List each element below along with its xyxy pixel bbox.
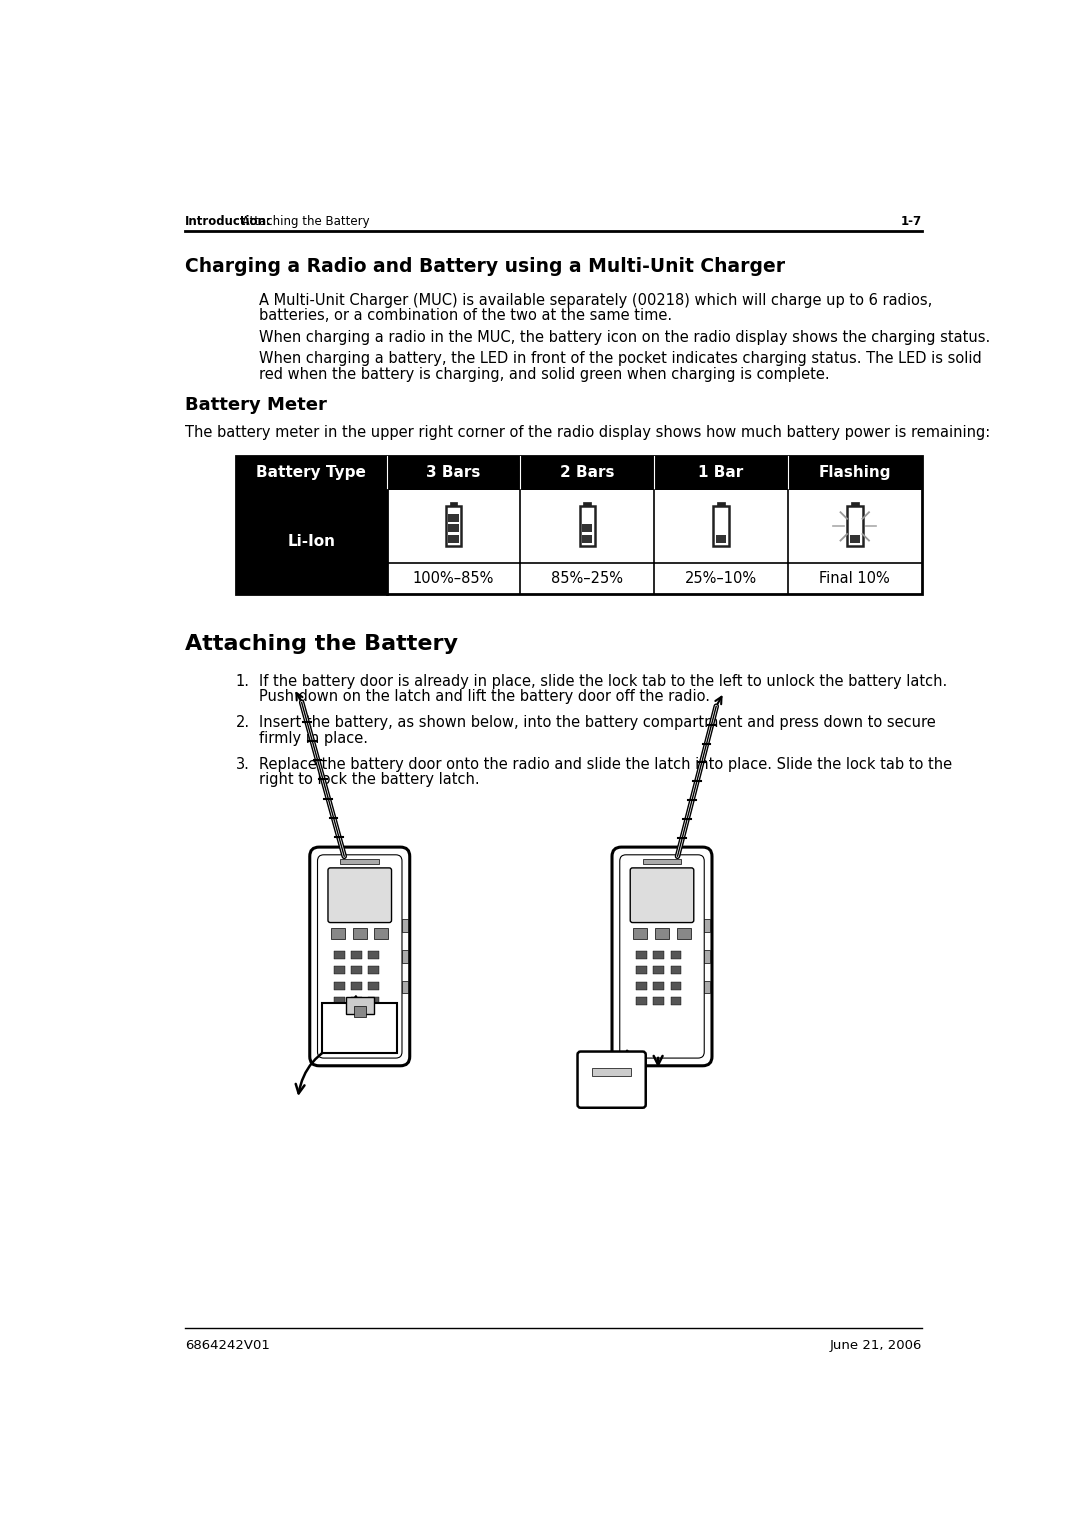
Text: 1.: 1. (235, 674, 249, 689)
Bar (643, 859, 681, 863)
Bar (580, 506, 595, 547)
Text: Insert the battery, as shown below, into the battery compartment and press down : Insert the battery, as shown below, into… (259, 715, 935, 730)
Bar (322, 1002, 397, 1053)
Bar (368, 998, 379, 1005)
FancyBboxPatch shape (612, 847, 712, 1067)
Bar (704, 981, 711, 993)
Text: When charging a battery, the LED in front of the pocket indicates charging statu: When charging a battery, the LED in fron… (259, 351, 982, 367)
Bar (353, 1007, 366, 1018)
Text: Attaching the Battery: Attaching the Battery (186, 634, 458, 654)
Bar (716, 535, 726, 542)
Bar (448, 524, 459, 532)
Bar (368, 966, 379, 975)
FancyBboxPatch shape (310, 847, 409, 1067)
Text: 85%–25%: 85%–25% (551, 571, 623, 585)
Text: 3.: 3. (235, 756, 249, 772)
Text: 100%–85%: 100%–85% (413, 571, 495, 585)
Bar (656, 927, 669, 938)
Text: Battery Type: Battery Type (256, 466, 366, 480)
Bar (448, 535, 459, 542)
Bar (677, 927, 691, 938)
Bar (713, 506, 729, 547)
FancyBboxPatch shape (578, 1051, 646, 1108)
Bar (653, 966, 664, 975)
Bar (346, 998, 374, 1015)
Text: Final 10%: Final 10% (820, 571, 890, 585)
Bar (582, 524, 592, 532)
Bar (704, 950, 711, 963)
Bar (368, 983, 379, 990)
Text: If the battery door is already in place, slide the lock tab to the left to unloc: If the battery door is already in place,… (259, 674, 947, 689)
Text: Charging a Radio and Battery using a Multi-Unit Charger: Charging a Radio and Battery using a Mul… (186, 257, 785, 277)
Bar (402, 950, 408, 963)
Bar (583, 501, 591, 506)
Bar (847, 506, 863, 547)
Text: red when the battery is charging, and solid green when charging is complete.: red when the battery is charging, and so… (259, 367, 829, 382)
Text: Replace the battery door onto the radio and slide the latch into place. Slide th: Replace the battery door onto the radio … (259, 756, 953, 772)
Text: right to lock the battery latch.: right to lock the battery latch. (259, 773, 480, 787)
Bar (636, 950, 647, 958)
Bar (671, 983, 681, 990)
Bar (332, 927, 345, 938)
Bar (402, 981, 408, 993)
Bar (850, 535, 860, 542)
Text: 2 Bars: 2 Bars (561, 466, 615, 480)
Bar (633, 927, 647, 938)
Bar (351, 983, 362, 990)
Bar (235, 455, 921, 490)
FancyBboxPatch shape (328, 868, 392, 923)
Bar (334, 998, 345, 1005)
Text: A Multi-Unit Charger (MUC) is available separately (00218) which will charge up : A Multi-Unit Charger (MUC) is available … (259, 293, 932, 307)
Bar (636, 983, 647, 990)
Bar (582, 535, 592, 542)
Text: Push down on the latch and lift the battery door off the radio.: Push down on the latch and lift the batt… (259, 689, 710, 704)
Bar (353, 927, 367, 938)
Bar (704, 920, 711, 932)
Text: 1 Bar: 1 Bar (699, 466, 744, 480)
Text: The battery meter in the upper right corner of the radio display shows how much : The battery meter in the upper right cor… (186, 425, 990, 440)
Bar (446, 506, 461, 547)
Text: Li-Ion: Li-Ion (287, 535, 335, 549)
Bar (235, 490, 387, 594)
Bar (449, 501, 458, 506)
Text: 2.: 2. (235, 715, 249, 730)
Bar (653, 950, 664, 958)
Bar (334, 983, 345, 990)
Text: batteries, or a combination of the two at the same time.: batteries, or a combination of the two a… (259, 309, 672, 322)
Text: 6864242V01: 6864242V01 (186, 1339, 270, 1352)
Text: Introduction:: Introduction: (186, 215, 272, 228)
Bar (334, 966, 345, 975)
Bar (351, 950, 362, 958)
Bar (636, 966, 647, 975)
Bar (334, 950, 345, 958)
Text: June 21, 2006: June 21, 2006 (829, 1339, 921, 1352)
Bar (653, 998, 664, 1005)
Text: firmly in place.: firmly in place. (259, 730, 368, 746)
Bar (235, 455, 921, 594)
Bar (717, 501, 725, 506)
Bar (671, 998, 681, 1005)
Text: Battery Meter: Battery Meter (186, 396, 327, 414)
Text: Attaching the Battery: Attaching the Battery (238, 215, 369, 228)
Text: 3 Bars: 3 Bars (427, 466, 481, 480)
Text: When charging a radio in the MUC, the battery icon on the radio display shows th: When charging a radio in the MUC, the ba… (259, 330, 990, 345)
Bar (340, 859, 379, 863)
Bar (351, 966, 362, 975)
Bar (636, 998, 647, 1005)
Text: 1-7: 1-7 (901, 215, 921, 228)
Bar (448, 513, 459, 521)
Bar (351, 998, 362, 1005)
Bar (375, 927, 389, 938)
Bar (592, 1068, 631, 1076)
Bar (653, 983, 664, 990)
Bar (671, 950, 681, 958)
Bar (671, 966, 681, 975)
Bar (368, 950, 379, 958)
Bar (851, 501, 859, 506)
Text: Flashing: Flashing (819, 466, 891, 480)
Text: 25%–10%: 25%–10% (685, 571, 757, 585)
Bar (402, 920, 408, 932)
FancyBboxPatch shape (631, 868, 693, 923)
